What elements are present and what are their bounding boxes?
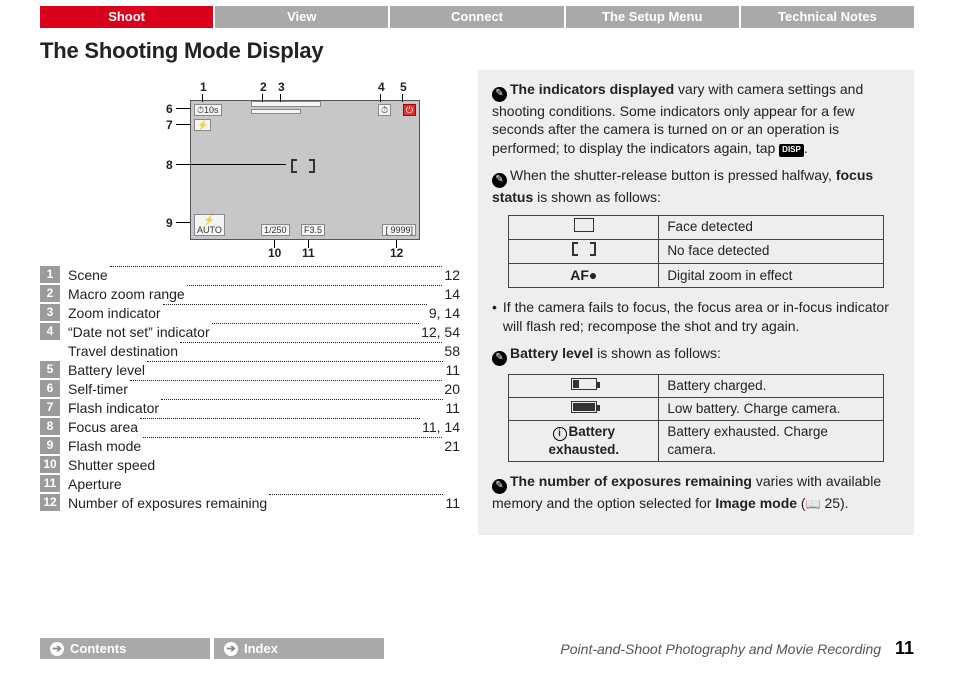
legend-number: 3 xyxy=(40,304,60,321)
legend-number: 10 xyxy=(40,456,60,473)
legend-page-ref: 11, 14 xyxy=(422,418,460,437)
legend-number: 9 xyxy=(40,437,60,454)
legend-label: Battery level xyxy=(68,361,145,380)
note-battery: ✎Battery level is shown as follows: xyxy=(492,344,900,366)
camera-screen: ⏱10s ⚡ ⚡ AUTO 1/250 F3.5 [ 9999] ⏻ ⏱ xyxy=(190,100,420,240)
battery-charged-icon xyxy=(571,378,597,390)
legend-label: “Date not set” indicator xyxy=(68,323,210,342)
legend-row: 11 Aperture xyxy=(40,475,460,494)
legend-page-ref: 11 xyxy=(445,494,460,513)
legend-number: 5 xyxy=(40,361,60,378)
legend-page-ref: 12 xyxy=(444,266,460,285)
note-focus-fail: •If the camera fails to focus, the focus… xyxy=(492,298,900,344)
legend-label: Scene xyxy=(68,266,108,285)
legend-number: 7 xyxy=(40,399,60,416)
legend-number: 1 xyxy=(40,266,60,283)
legend-row: 10 Shutter speed xyxy=(40,456,460,475)
legend-row: 5 Battery level 11 xyxy=(40,361,460,380)
legend-number: 11 xyxy=(40,475,60,492)
tab-shoot[interactable]: Shoot xyxy=(40,6,213,28)
page-title: The Shooting Mode Display xyxy=(0,28,954,70)
page-number: 11 xyxy=(895,638,914,658)
legend-page-ref: 11 xyxy=(445,361,460,380)
legend-page-ref: 21 xyxy=(444,437,460,456)
contents-button[interactable]: ➔Contents xyxy=(40,638,210,659)
legend-label: Number of exposures remaining xyxy=(68,494,267,513)
face-rect-icon xyxy=(574,218,594,232)
book-icon: 📖 xyxy=(806,497,821,511)
legend-page-ref: 9, 14 xyxy=(429,304,460,323)
pencil-icon: ✎ xyxy=(492,479,507,494)
legend-row: 1 Scene 12 xyxy=(40,266,460,285)
top-tabs: Shoot View Connect The Setup Menu Techni… xyxy=(0,0,954,28)
legend-label: Aperture xyxy=(68,475,122,494)
tab-view[interactable]: View xyxy=(215,6,388,28)
note-focus-status: ✎When the shutter-release button is pres… xyxy=(492,166,900,206)
legend-label: Focus area xyxy=(68,418,138,437)
legend-row: 3 Zoom indicator 9, 14 xyxy=(40,304,460,323)
index-button[interactable]: ➔Index xyxy=(214,638,384,659)
legend-list: 1 Scene 12 2 Macro zoom range 14 3 Zoom indicat… xyxy=(40,266,460,513)
legend-number: 6 xyxy=(40,380,60,397)
arrow-icon: ➔ xyxy=(224,642,238,656)
legend-row: 12 Number of exposures remaining 11 xyxy=(40,494,460,513)
brackets-icon xyxy=(572,242,596,256)
legend-row: 4 “Date not set” indicator 12, 54 xyxy=(40,323,460,342)
legend-label: Shutter speed xyxy=(68,456,155,475)
legend-row: 9 Flash mode 21 xyxy=(40,437,460,456)
battery-table: Battery charged. Low battery. Charge cam… xyxy=(508,374,883,463)
pencil-icon: ✎ xyxy=(492,87,507,102)
info-icon: i xyxy=(553,427,567,441)
disp-badge: DISP xyxy=(779,144,804,157)
legend-label: Self-timer xyxy=(68,380,128,399)
legend-row: 8 Focus area 11, 14 xyxy=(40,418,460,437)
footer-section: Point-and-Shoot Photography and Movie Re… xyxy=(560,641,881,657)
legend-row: 6 Self-timer 20 xyxy=(40,380,460,399)
legend-number: 8 xyxy=(40,418,60,435)
legend-label: Travel destination xyxy=(68,342,178,361)
pencil-icon: ✎ xyxy=(492,173,507,188)
legend-page-ref: 14 xyxy=(444,285,460,304)
pencil-icon: ✎ xyxy=(492,351,507,366)
legend-row: 2 Macro zoom range 14 xyxy=(40,285,460,304)
tab-setup-menu[interactable]: The Setup Menu xyxy=(566,6,739,28)
battery-low-icon xyxy=(571,401,597,413)
af-icon: AF● xyxy=(570,267,597,283)
tab-connect[interactable]: Connect xyxy=(390,6,563,28)
note-indicators: ✎The indicators displayed vary with came… xyxy=(492,80,900,158)
legend-label: Flash indicator xyxy=(68,399,159,418)
note-exposures: ✎The number of exposures remaining varie… xyxy=(492,472,900,512)
legend-page-ref: 12, 54 xyxy=(421,323,460,342)
legend-page-ref: 11 xyxy=(445,399,460,418)
display-diagram: ⏱10s ⚡ ⚡ AUTO 1/250 F3.5 [ 9999] ⏻ ⏱ 1 2… xyxy=(80,70,420,260)
tab-tech-notes[interactable]: Technical Notes xyxy=(741,6,914,28)
focus-status-table: Face detected No face detected AF●Digita… xyxy=(508,215,883,289)
legend-page-ref: 20 xyxy=(444,380,460,399)
legend-number: 4 xyxy=(40,323,60,340)
page-footer: ➔Contents ➔Index Point-and-Shoot Photogr… xyxy=(0,638,954,659)
legend-number: 12 xyxy=(40,494,60,511)
legend-label: Macro zoom range xyxy=(68,285,185,304)
legend-row: 7 Flash indicator 11 xyxy=(40,399,460,418)
arrow-icon: ➔ xyxy=(50,642,64,656)
legend-label: Zoom indicator xyxy=(68,304,161,323)
legend-label: Flash mode xyxy=(68,437,141,456)
notes-panel: ✎The indicators displayed vary with came… xyxy=(478,70,914,535)
legend-number: 2 xyxy=(40,285,60,302)
legend-row: 0Travel destination58 xyxy=(40,342,460,361)
legend-page-ref: 58 xyxy=(444,342,460,361)
